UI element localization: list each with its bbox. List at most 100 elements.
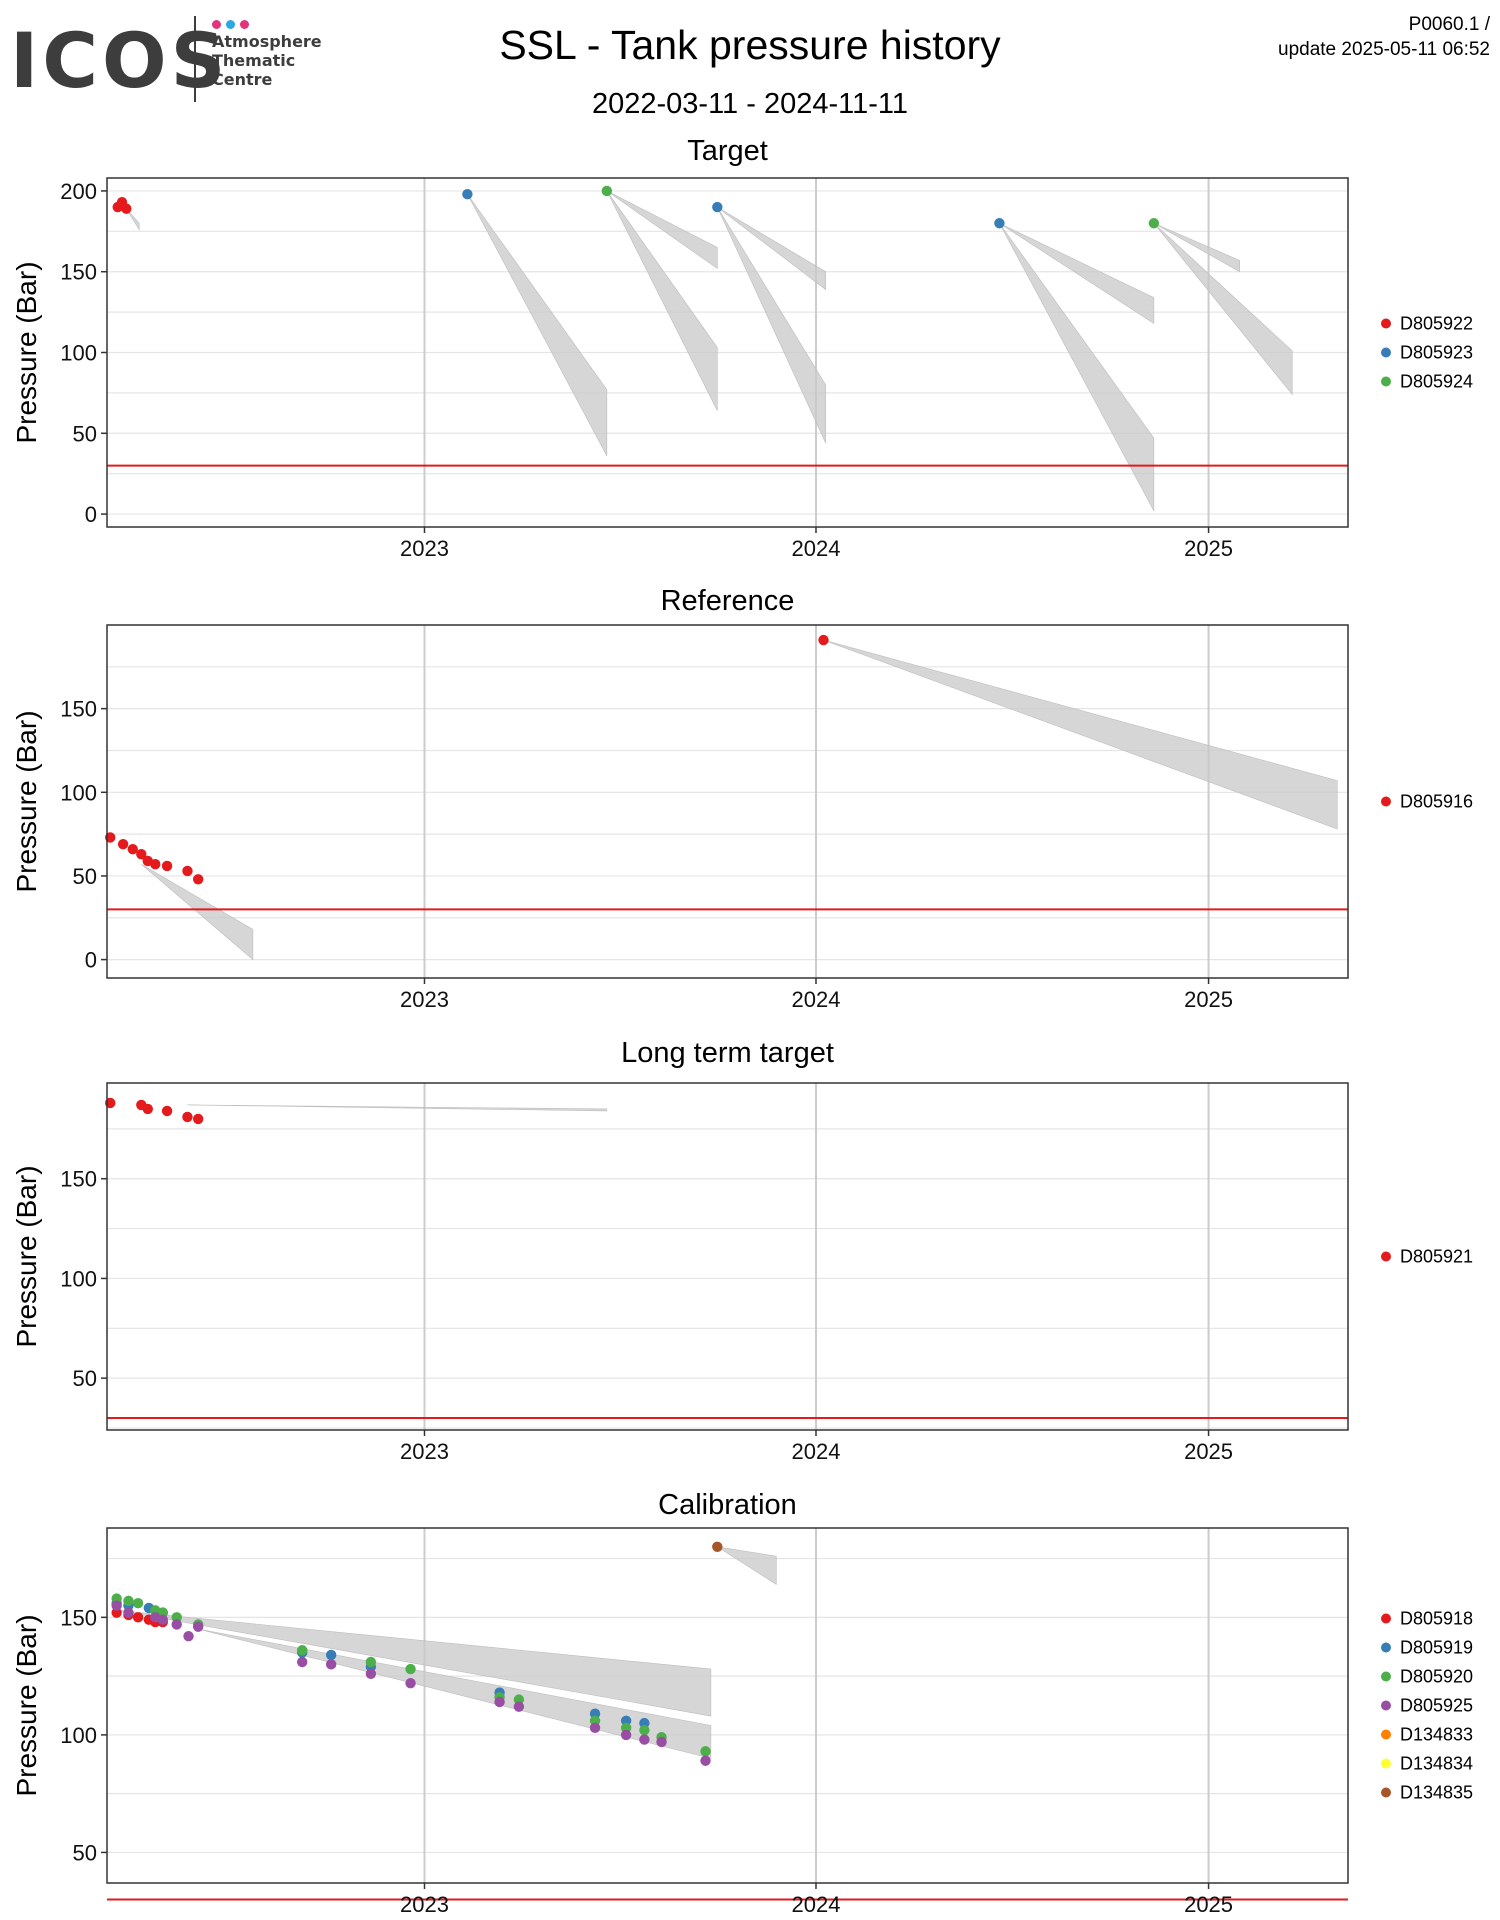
data-point — [365, 1668, 377, 1679]
legend-label: D805923 — [1400, 343, 1473, 363]
y-tick-label: 50 — [73, 1366, 97, 1391]
legend-key — [1381, 1251, 1391, 1262]
doc-id: P0060.1 / — [1408, 14, 1490, 35]
data-point — [656, 1736, 667, 1748]
logo-divider — [194, 16, 196, 102]
legend-entry: D805924 — [1381, 372, 1473, 392]
data-point — [136, 848, 147, 860]
pressure-projection — [198, 1628, 712, 1759]
y-tick-label: 50 — [73, 864, 97, 889]
data-point — [405, 1677, 416, 1689]
data-point — [1148, 218, 1160, 229]
data-point — [142, 1103, 153, 1115]
legend-label: D134833 — [1400, 1725, 1473, 1745]
legend-label: D805925 — [1400, 1696, 1473, 1716]
y-tick-label: 150 — [60, 1167, 97, 1192]
panel-title: Target — [687, 135, 768, 167]
data-point — [123, 1607, 134, 1618]
pressure-projection — [606, 190, 718, 411]
x-tick-label: 2023 — [400, 1892, 449, 1917]
logo-dot — [226, 20, 235, 29]
y-tick-label: 0 — [85, 948, 97, 973]
logo-dot — [240, 20, 249, 29]
legend-label: D134834 — [1400, 1754, 1473, 1774]
logo-dot — [212, 20, 221, 29]
data-point — [297, 1656, 308, 1668]
chart-panel-target: Target 0 50 100 150 200 2023 2024 2025 Pressure (… — [11, 135, 1473, 561]
date-range-subtitle: 2022-03-11 - 2024-11-11 — [592, 88, 908, 120]
x-tick-label: 2024 — [792, 1439, 841, 1464]
panel-title: Long term target — [621, 1037, 834, 1069]
legend-entry: D805921 — [1381, 1247, 1473, 1267]
data-point — [325, 1649, 337, 1661]
legend-key — [1381, 1729, 1391, 1740]
data-point — [157, 1614, 168, 1625]
legend-key — [1381, 1700, 1391, 1711]
legend-key — [1381, 1671, 1391, 1682]
legend-label: D805919 — [1400, 1638, 1473, 1658]
pressure-projection — [999, 222, 1155, 324]
data-point — [462, 188, 473, 200]
data-point — [171, 1619, 182, 1630]
legend-key — [1381, 347, 1391, 358]
data-point — [183, 1630, 194, 1642]
data-point — [325, 1659, 337, 1670]
data-point — [121, 203, 132, 214]
y-axis-label: Pressure (Bar) — [11, 710, 42, 892]
data-point — [182, 865, 193, 877]
y-axis-label: Pressure (Bar) — [11, 1165, 42, 1347]
legend-entry: D805925 — [1381, 1696, 1473, 1716]
pressure-projection — [717, 206, 826, 444]
data-point — [601, 185, 613, 197]
y-tick-label: 0 — [85, 502, 97, 527]
panel-border — [106, 624, 1349, 979]
data-point — [117, 838, 129, 850]
legend-entry: D805920 — [1381, 1667, 1473, 1687]
data-point — [127, 843, 138, 855]
chart-panel-calibration: Calibration 50 100 150 2023 2024 2025 Pressure … — [11, 1489, 1473, 1917]
data-point — [182, 1111, 193, 1123]
report-header: ICOS Atmosphere Thematic Centre SSL - Ta… — [0, 0, 1500, 140]
update-timestamp: update 2025-05-11 06:52 — [1278, 39, 1490, 60]
legend-entry: D805919 — [1381, 1638, 1473, 1658]
data-point — [639, 1724, 650, 1736]
x-tick-label: 2025 — [1184, 987, 1233, 1012]
x-tick-label: 2023 — [400, 1439, 449, 1464]
legend-entry: D134835 — [1381, 1783, 1473, 1803]
data-point — [123, 1595, 134, 1607]
legend-entry: D805923 — [1381, 343, 1473, 363]
data-point — [994, 218, 1005, 229]
legend-label: D134835 — [1400, 1783, 1473, 1803]
legend-key — [1381, 1613, 1391, 1624]
data-point — [700, 1755, 711, 1766]
legend-key — [1381, 796, 1391, 807]
data-point — [700, 1746, 711, 1757]
pressure-projection — [999, 223, 1155, 511]
y-tick-label: 50 — [73, 421, 97, 446]
pressure-projection — [116, 1609, 712, 1717]
icos-logo: ICOS — [10, 16, 230, 105]
pressure-projection — [1153, 222, 1240, 273]
x-tick-label: 2023 — [400, 987, 449, 1012]
y-tick-label: 150 — [60, 260, 97, 285]
y-tick-label: 200 — [60, 179, 97, 204]
logo-sub-line: Thematic — [212, 51, 296, 70]
logo-subtitle: Atmosphere Thematic Centre — [212, 32, 322, 89]
legend-label: D805920 — [1400, 1667, 1473, 1687]
y-tick-label: 100 — [60, 1723, 97, 1748]
data-point — [132, 1612, 144, 1623]
legend-entry: D134833 — [1381, 1725, 1473, 1745]
legend-label: D805922 — [1400, 314, 1473, 334]
x-tick-label: 2025 — [1184, 1439, 1233, 1464]
data-point — [818, 634, 829, 646]
x-tick-label: 2025 — [1184, 1892, 1233, 1917]
logo-dots — [212, 16, 254, 34]
legend-entry: D805918 — [1381, 1609, 1473, 1629]
x-tick-label: 2024 — [792, 536, 841, 561]
data-point — [192, 1621, 204, 1632]
x-tick-label: 2024 — [792, 987, 841, 1012]
data-point — [111, 1600, 122, 1611]
legend-label: D805916 — [1400, 792, 1473, 812]
pressure-projection — [126, 208, 140, 231]
y-tick-label: 150 — [60, 1605, 97, 1630]
